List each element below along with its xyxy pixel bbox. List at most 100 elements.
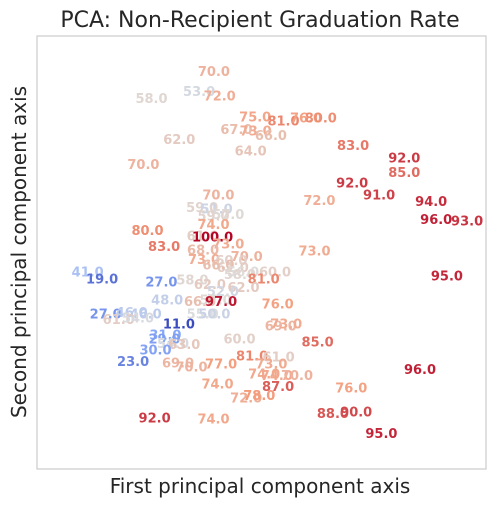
chart-title: PCA: Non-Recipient Graduation Rate: [60, 8, 459, 33]
point-label: 73.0: [255, 358, 287, 373]
point-label: 70.0: [198, 65, 230, 80]
point-label: 76.0: [335, 381, 367, 396]
point-label: 81.0: [267, 115, 299, 130]
point-label: 81.0: [248, 272, 280, 287]
point-label: 95.0: [431, 270, 463, 285]
point-label: 95.0: [365, 427, 397, 442]
point-label: 74.0: [201, 378, 233, 393]
point-label: 66.0: [184, 295, 216, 310]
point-label: 30.0: [139, 344, 171, 359]
point-label: 61.0: [187, 229, 219, 244]
point-label: 74.0: [197, 413, 229, 428]
point-label: 80.0: [305, 112, 337, 127]
point-label: 64.0: [235, 145, 267, 160]
point-label: 76.0: [290, 112, 322, 127]
point-label: 91.0: [363, 188, 395, 203]
point-label: 46.0: [130, 307, 162, 322]
point-label: 66.0: [202, 258, 234, 273]
point-label: 62.0: [163, 133, 195, 148]
point-label: 63.0: [168, 338, 200, 353]
point-label: 73.0: [298, 245, 330, 260]
plot-area: [36, 35, 487, 470]
point-label: 70.0: [281, 369, 313, 384]
point-label: 23.0: [117, 355, 149, 370]
point-label: 92.0: [139, 411, 171, 426]
data-labels-layer: 70.053.058.0 72.075.081.076.080.067.073.0…: [72, 65, 483, 442]
point-label: 67.0: [220, 123, 252, 138]
point-label: 51.0: [201, 203, 233, 218]
point-label: 72.0: [204, 90, 236, 105]
point-label: 62.0: [227, 281, 259, 296]
point-label: 54.0: [122, 312, 154, 327]
point-label: 81.0: [236, 349, 268, 364]
point-label: 56.0: [227, 265, 259, 280]
point-label: 78.0: [243, 389, 275, 404]
point-label: 75.0: [239, 110, 271, 125]
point-label: 100.0: [192, 231, 233, 246]
point-label: 53.0: [183, 85, 215, 100]
point-label: 83.0: [337, 139, 369, 154]
point-label: 60.0: [215, 254, 247, 269]
point-label: 70.0: [202, 188, 234, 203]
point-label: 92.0: [336, 177, 368, 192]
point-label: 68.0: [187, 243, 219, 258]
point-label: 69.0: [162, 356, 194, 371]
point-label: 70.0: [175, 361, 207, 376]
point-label: 66.0: [255, 129, 287, 144]
x-axis-label: First principal component axis: [110, 474, 411, 498]
point-label: 96.0: [420, 213, 452, 228]
point-label: 59.0: [197, 210, 229, 225]
point-label: 77.0: [205, 358, 237, 373]
point-label: 90.0: [340, 406, 372, 421]
point-label: 97.0: [205, 295, 237, 310]
point-label: 52.0: [207, 285, 239, 300]
point-label: 58.0: [135, 92, 167, 107]
point-label: 85.0: [302, 336, 334, 351]
point-label: 93.0: [451, 215, 483, 230]
point-label: 48.0: [151, 294, 183, 309]
point-label: 50.0: [198, 307, 230, 322]
point-label: 76.0: [262, 297, 294, 312]
y-axis-label: Second principal component axis: [7, 86, 31, 418]
point-label: 74.0: [197, 218, 229, 233]
point-label: 59.0: [186, 201, 218, 216]
point-label: 62.0: [194, 278, 226, 293]
point-label: 57.0: [200, 294, 232, 309]
point-label: 74.0: [248, 368, 280, 383]
point-label: 83.0: [148, 240, 180, 255]
point-label: 61.0: [263, 351, 295, 366]
point-label: 69.0: [265, 320, 297, 335]
point-label: 73.0: [212, 238, 244, 253]
point-label: 72.0: [230, 391, 262, 406]
point-label: 87.0: [262, 380, 294, 395]
point-label: 70.0: [231, 250, 263, 265]
point-label: 31.0: [149, 329, 181, 344]
point-label: 61.0: [217, 261, 249, 276]
point-label: 54.0: [157, 337, 189, 352]
point-label: 96.0: [404, 363, 436, 378]
point-label: 85.0: [388, 166, 420, 181]
point-label: 58.0: [176, 274, 208, 289]
point-label: 94.0: [415, 195, 447, 210]
point-label: 27.0: [90, 307, 122, 322]
point-label: 92.0: [388, 152, 420, 167]
point-label: 73.0: [270, 317, 302, 332]
point-label: 46.0: [116, 306, 148, 321]
point-label: 19.0: [86, 272, 118, 287]
point-label: 11.0: [163, 317, 195, 332]
point-label: 27.0: [145, 275, 177, 290]
point-label: 72.0: [303, 194, 335, 209]
point-label: 58.0: [224, 268, 256, 283]
point-label: 70.0: [127, 158, 159, 173]
point-label: 60.0: [223, 333, 255, 348]
point-label: 73.0: [240, 125, 272, 140]
point-label: 55.0: [187, 307, 219, 322]
point-label: 73.0: [188, 253, 220, 268]
point-label: 61.0: [103, 313, 135, 328]
point-label: 57.0: [212, 208, 244, 223]
point-label: 60.0: [259, 265, 291, 280]
point-label: 80.0: [131, 224, 163, 239]
point-label: 29.0: [148, 333, 180, 348]
